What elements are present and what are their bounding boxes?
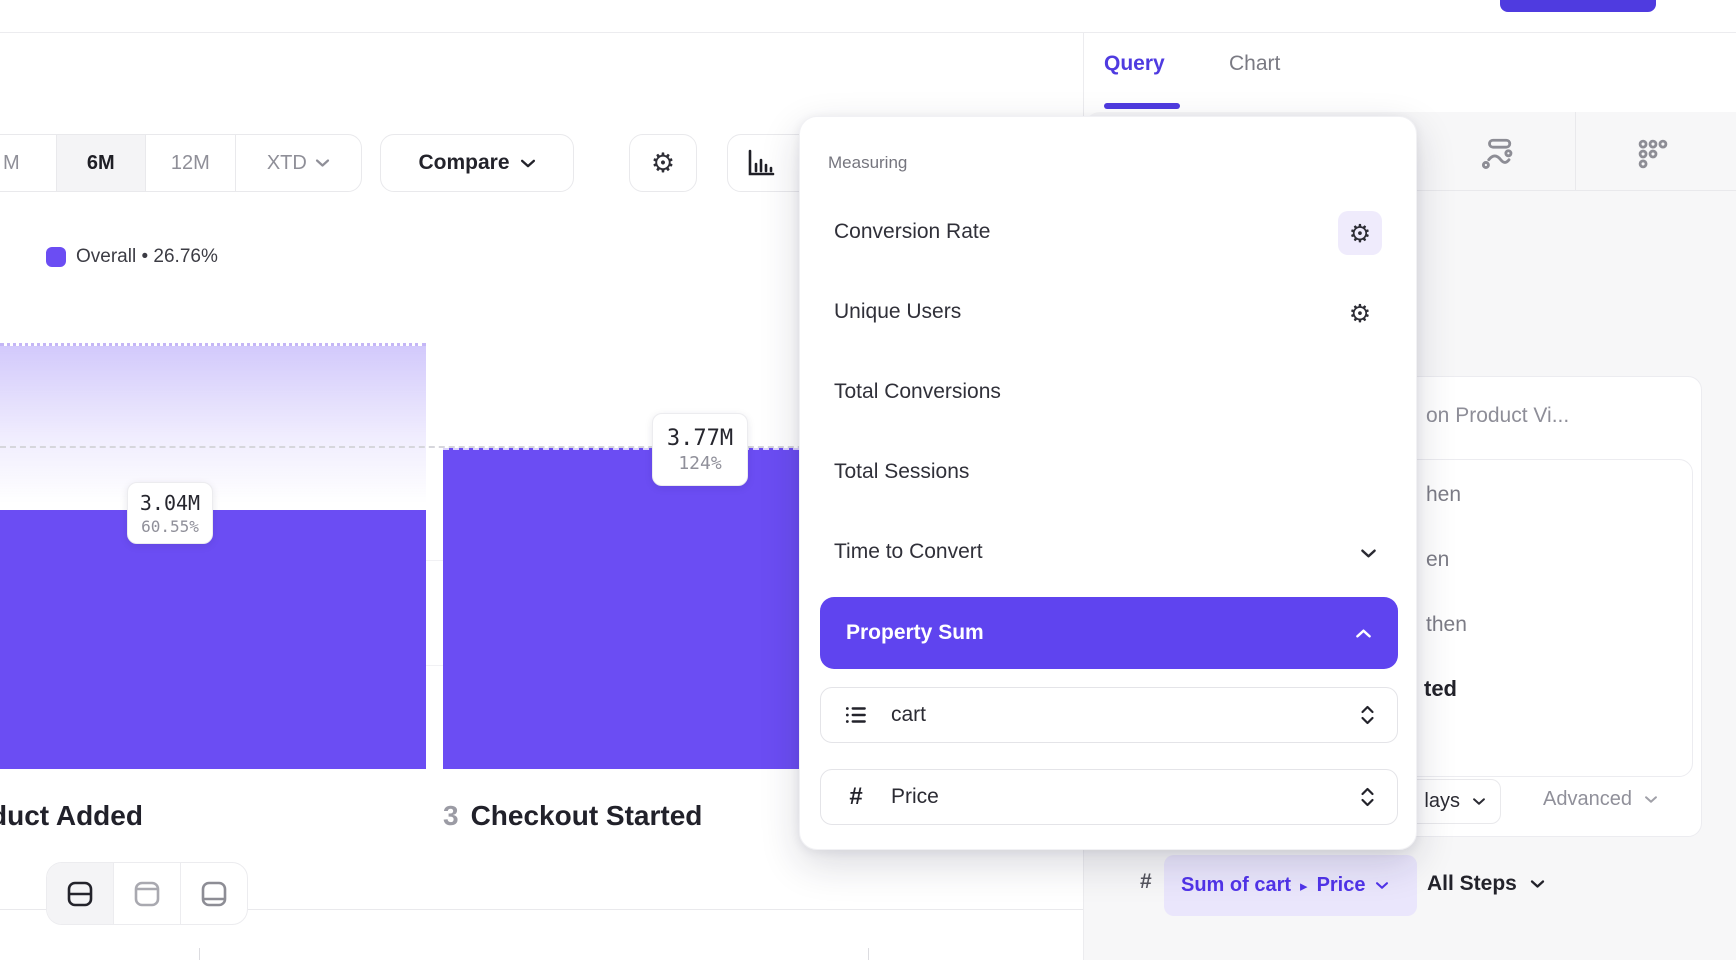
card-title-fragment: on Product Vi... (1426, 404, 1570, 427)
chevron-down-icon (1530, 879, 1545, 889)
step-fragment: then (1426, 613, 1467, 636)
compare-button[interactable]: Compare (380, 134, 574, 192)
funnel-dropoff-gradient (0, 343, 426, 510)
menu-item-conversion-rate[interactable]: Conversion Rate (834, 220, 991, 243)
conversion-rate-settings-button[interactable]: ⚙ (1338, 211, 1382, 255)
step-fragment: en (1426, 548, 1450, 571)
number-icon: # (1140, 870, 1152, 893)
series-swatch (46, 247, 66, 267)
step-fragment: hen (1426, 483, 1462, 506)
layout-split-horizontal-button[interactable] (47, 863, 114, 924)
step-axis-label: duct Added (0, 800, 143, 831)
split-bottom-icon (198, 878, 230, 910)
time-range-xtd[interactable]: XTD (236, 135, 361, 191)
updown-stepper-icon (1360, 786, 1375, 808)
bar-value-label: 3.04M 60.55% (127, 482, 213, 544)
step-event-fragment: ted (1424, 676, 1457, 701)
funnel-bar-product-added[interactable] (0, 510, 426, 769)
chevron-down-icon (315, 158, 330, 168)
time-range-6m[interactable]: 6M (56, 135, 147, 191)
tab-query[interactable]: Query (1104, 52, 1165, 75)
chevron-down-icon (1472, 797, 1486, 806)
chevron-down-icon (1644, 795, 1658, 804)
menu-item-time-to-convert[interactable]: Time to Convert (834, 540, 983, 563)
property-sum-chip[interactable]: Sum of cart ▸ Price (1164, 855, 1417, 916)
bar-chart-icon (744, 146, 778, 180)
icon-row-divider (1575, 112, 1576, 190)
property-field-select[interactable]: # Price (820, 769, 1398, 825)
layout-bottom-bar-button[interactable] (181, 863, 247, 924)
updown-stepper-icon (1360, 704, 1375, 726)
gear-icon: ⚙ (1348, 218, 1372, 248)
legend-value: 26.76% (153, 246, 218, 267)
menu-item-total-sessions[interactable]: Total Sessions (834, 460, 970, 483)
menu-item-property-sum[interactable]: Property Sum (820, 597, 1398, 669)
split-top-icon (131, 878, 163, 910)
step-axis-label: 3 Checkout Started (443, 800, 703, 831)
legend-separator: • (141, 246, 149, 267)
time-range-12m[interactable]: 12M (146, 135, 236, 191)
time-range-control: M 6M 12M XTD (0, 134, 362, 192)
list-icon (843, 702, 869, 728)
unique-users-settings-button[interactable]: ⚙ (1338, 291, 1382, 335)
reference-dashed-line (0, 446, 1083, 448)
chevron-down-icon[interactable] (1360, 548, 1377, 559)
measuring-dropdown: Measuring Conversion Rate Unique Users T… (799, 116, 1417, 850)
funnel-trends-icon[interactable] (1479, 135, 1515, 171)
time-range-3m[interactable]: M (0, 135, 57, 191)
split-horizontal-icon (64, 878, 96, 910)
advanced-toggle[interactable]: Advanced (1543, 788, 1658, 811)
menu-item-total-conversions[interactable]: Total Conversions (834, 380, 1001, 403)
chart-settings-button[interactable]: ⚙ (629, 134, 697, 192)
layout-switcher (46, 862, 248, 925)
chart-bottom-divider (0, 909, 1083, 910)
table-column-divider (868, 948, 869, 960)
bar-value-label: 3.77M 124% (652, 413, 748, 486)
arrow-right-icon: ▸ (1300, 876, 1308, 895)
legend: Overall • 26.76% (46, 246, 218, 268)
number-icon: # (849, 783, 863, 810)
steps-scope-select[interactable]: All Steps (1427, 872, 1545, 896)
menu-item-unique-users[interactable]: Unique Users (834, 300, 962, 323)
legend-series: Overall (76, 246, 137, 267)
breakdown-dots-icon[interactable] (1636, 137, 1670, 171)
chevron-down-icon (1375, 881, 1389, 890)
primary-action-button[interactable] (1500, 0, 1656, 12)
property-event-select[interactable]: cart (820, 687, 1398, 743)
chevron-up-icon (1355, 628, 1372, 639)
active-tab-underline (1104, 103, 1180, 109)
chevron-down-icon (520, 158, 536, 169)
gear-icon: ⚙ (650, 147, 676, 179)
table-column-divider (199, 948, 200, 960)
header-divider (0, 32, 1736, 33)
dropdown-title: Measuring (828, 153, 908, 172)
chart-type-button[interactable] (727, 134, 813, 192)
gear-icon: ⚙ (1348, 298, 1372, 328)
layout-top-bar-button[interactable] (114, 863, 181, 924)
tab-chart[interactable]: Chart (1229, 52, 1281, 75)
